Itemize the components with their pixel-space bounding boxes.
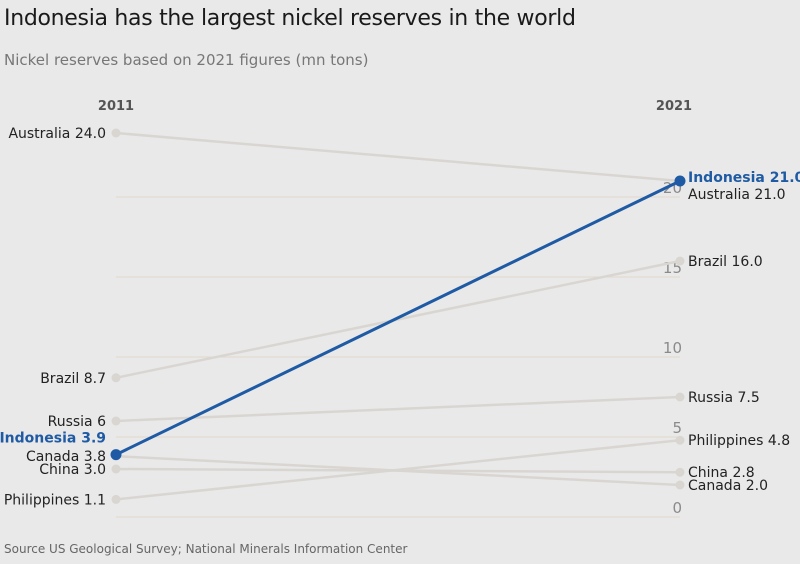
- label-start-brazil: Brazil 8.7: [40, 371, 106, 387]
- point-start-brazil: [111, 373, 121, 383]
- label-end-indonesia: Indonesia 21.0: [688, 170, 800, 186]
- label-start-philippines: Philippines 1.1: [4, 492, 106, 508]
- chart-subtitle: Nickel reserves based on 2021 figures (m…: [4, 51, 369, 69]
- label-end-brazil: Brazil 16.0: [688, 254, 763, 270]
- label-end-china: China 2.8: [688, 465, 755, 481]
- slope-line-russia: [115, 395, 681, 423]
- label-start-russia: Russia 6: [48, 414, 106, 430]
- point-end-russia: [675, 392, 685, 402]
- y-tick-label: 5: [672, 419, 682, 437]
- period-label-end: 2021: [656, 99, 692, 114]
- point-start-russia: [111, 416, 121, 426]
- label-start-indonesia: Indonesia 3.9: [0, 431, 106, 447]
- point-start-australia: [111, 128, 121, 138]
- y-tick-label: 0: [672, 499, 682, 517]
- point-start-philippines: [111, 494, 121, 504]
- chart-title: Indonesia has the largest nickel reserve…: [4, 6, 576, 31]
- slope-line-philippines: [115, 438, 681, 501]
- label-end-russia: Russia 7.5: [688, 390, 760, 406]
- slope-line-indonesia: [115, 179, 681, 456]
- point-start-china: [111, 464, 121, 474]
- y-tick-label: 10: [663, 339, 682, 357]
- period-label-start: 2011: [98, 99, 134, 114]
- label-end-canada: Canada 2.0: [688, 478, 768, 494]
- label-end-australia: Australia 21.0: [688, 187, 786, 203]
- point-end-china: [675, 467, 685, 477]
- label-start-china: China 3.0: [39, 462, 106, 478]
- source-note: Source US Geological Survey; National Mi…: [4, 542, 408, 556]
- point-start-indonesia: [110, 449, 122, 461]
- label-end-philippines: Philippines 4.8: [688, 433, 790, 449]
- slope-line-australia: [115, 131, 681, 183]
- point-end-canada: [675, 480, 685, 490]
- label-start-australia: Australia 24.0: [8, 126, 106, 142]
- label-start-canada: Canada 3.8: [26, 449, 106, 465]
- point-end-philippines: [675, 435, 685, 445]
- point-end-brazil: [675, 256, 685, 266]
- point-end-indonesia: [674, 175, 686, 187]
